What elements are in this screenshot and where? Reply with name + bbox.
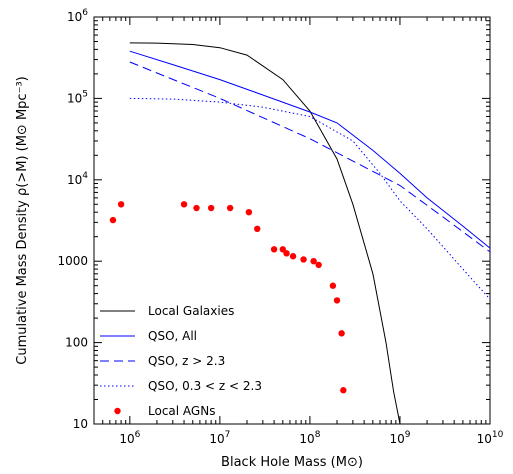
agn-data-point: [315, 261, 322, 269]
x-tick-label: 107: [209, 430, 230, 446]
agn-data-point: [333, 297, 341, 304]
agn-data-point: [226, 204, 234, 212]
legend-label: QSO, z > 2.3: [148, 354, 225, 368]
x-tick-label: 106: [119, 430, 140, 446]
series-layer: [129, 42, 491, 425]
agn-data-point: [283, 250, 290, 257]
x-axis-label: Black Hole Mass (M⊙): [221, 455, 363, 470]
x-tick-label: 109: [389, 430, 410, 446]
agn-data-point: [338, 330, 345, 337]
y-tick-label: 104: [67, 171, 88, 187]
series-line-local-galaxies: [129, 42, 401, 425]
agn-data-point: [180, 201, 188, 208]
y-tick-label: 1000: [57, 254, 88, 268]
x-tick-label: 1010: [477, 430, 504, 446]
series-line-qso-0-3-z-2-3: [129, 97, 491, 300]
y-tick-label: 105: [67, 89, 88, 105]
legend-label: QSO, All: [148, 329, 197, 343]
series-line-qso-z-2-3: [129, 61, 491, 253]
legend-swatch: [114, 407, 121, 415]
x-tick-label: 108: [299, 430, 320, 446]
agn-data-point: [193, 204, 200, 212]
legend: Local Galaxies QSO, All QSO, z > 2.3 QSO, 0…: [100, 304, 262, 418]
y-tick-label: 106: [67, 8, 88, 24]
agn-data-point: [109, 216, 117, 224]
agn-data-point: [254, 225, 261, 233]
y-tick-label: 10: [73, 417, 88, 431]
legend-label: QSO, 0.3 < z < 2.3: [148, 379, 262, 393]
agn-data-point: [207, 204, 215, 212]
agn-data-point: [270, 246, 278, 253]
agn-data-point: [310, 258, 317, 265]
legend-label: Local Galaxies: [148, 304, 234, 318]
series-line-qso-all: [129, 50, 491, 249]
agn-data-point: [117, 201, 125, 208]
y-tick-label: 100: [65, 336, 88, 350]
agn-data-point: [340, 387, 347, 394]
plot-area: [93, 16, 491, 425]
agn-data-point: [300, 256, 307, 263]
agn-data-point: [279, 246, 287, 253]
agn-data-point: [289, 253, 297, 260]
plot-frame: [93, 16, 491, 425]
agn-points-layer: [109, 201, 347, 394]
agn-data-point: [245, 208, 253, 216]
y-axis-label: Cumulative Mass Density ρ(>M) (M⊙ Mpc⁻³): [15, 76, 30, 364]
legend-label: Local AGNs: [148, 404, 215, 418]
agn-data-point: [329, 282, 337, 289]
